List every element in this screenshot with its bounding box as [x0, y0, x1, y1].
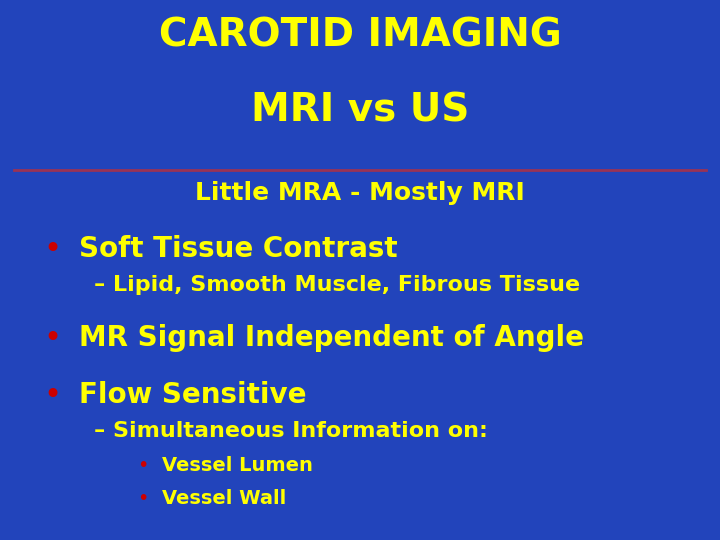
Text: MRI vs US: MRI vs US — [251, 92, 469, 130]
Text: Soft Tissue Contrast: Soft Tissue Contrast — [79, 235, 398, 263]
Text: •: • — [43, 381, 61, 410]
Text: – Lipid, Smooth Muscle, Fibrous Tissue: – Lipid, Smooth Muscle, Fibrous Tissue — [94, 275, 580, 295]
Text: Flow Sensitive: Flow Sensitive — [79, 381, 307, 409]
Text: MR Signal Independent of Angle: MR Signal Independent of Angle — [79, 324, 584, 352]
Text: •: • — [137, 489, 148, 508]
Text: Vessel Lumen: Vessel Lumen — [162, 456, 313, 475]
Text: •: • — [137, 456, 148, 475]
Text: Little MRA - Mostly MRI: Little MRA - Mostly MRI — [195, 181, 525, 205]
Text: •: • — [43, 235, 61, 264]
Text: CAROTID IMAGING: CAROTID IMAGING — [158, 16, 562, 54]
Text: Vessel Wall: Vessel Wall — [162, 489, 287, 508]
Text: – Simultaneous Information on:: – Simultaneous Information on: — [94, 421, 487, 441]
Text: •: • — [43, 324, 61, 353]
